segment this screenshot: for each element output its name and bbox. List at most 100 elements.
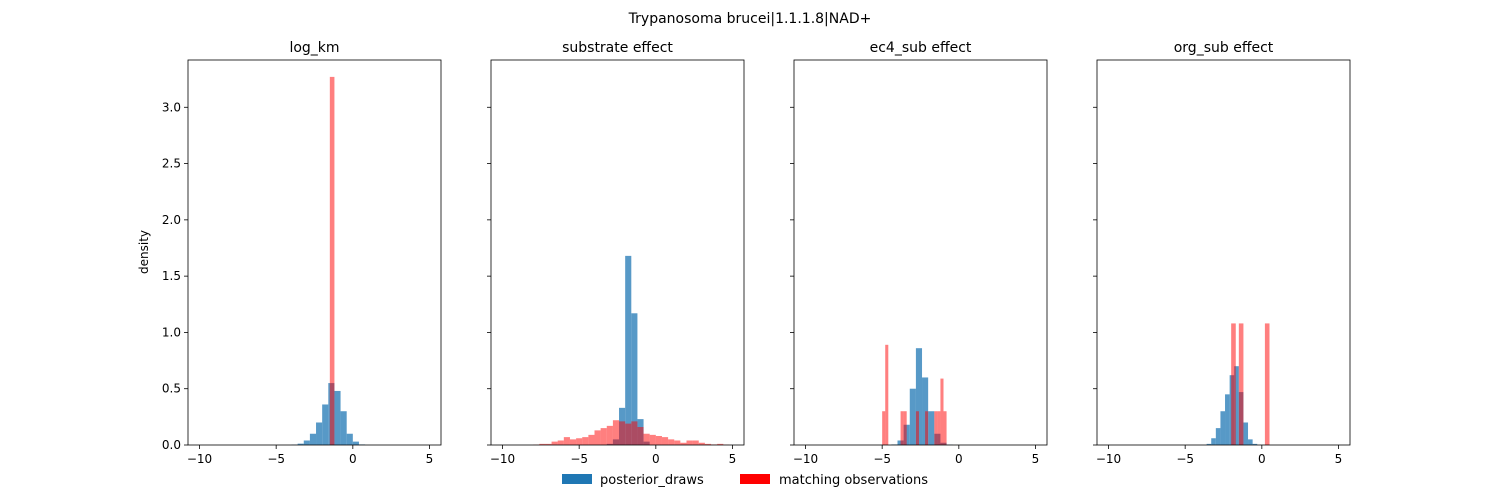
observation-bar-2-24: [680, 442, 687, 445]
posterior-bar-1-10: [352, 441, 359, 445]
observation-bar-2-30: [717, 443, 724, 445]
observation-bar-2-7: [576, 438, 583, 445]
observation-bar-3-8: [940, 378, 944, 445]
posterior-bar-4-10: [1252, 443, 1258, 445]
x-tick-label-3-0: −10: [793, 452, 818, 466]
panel-title-3: ec4_sub effect: [870, 40, 972, 56]
figure-title: Trypanosoma brucei|1.1.1.8|NAD+: [628, 11, 872, 27]
x-tick-label-2-1: −5: [570, 452, 588, 466]
observation-bar-2-25: [686, 440, 693, 445]
observation-bar-2-14: [619, 421, 626, 445]
observation-bar-2-11: [600, 428, 607, 445]
posterior-bar-1-9: [346, 433, 353, 445]
legend: posterior_draws matching observations: [562, 473, 928, 488]
observation-bar-4-2: [1264, 323, 1270, 445]
posterior-bar-1-1: [297, 443, 304, 445]
posterior-bar-3-4: [915, 348, 923, 445]
observation-bar-2-22: [668, 439, 675, 445]
posterior-bar-4-8: [1243, 422, 1249, 445]
x-tick-label-3-1: −5: [873, 452, 891, 466]
posterior-bar-4-0: [1206, 443, 1212, 445]
y-tick-label-5: 2.5: [162, 157, 181, 171]
x-tick-label-2-0: −10: [490, 452, 515, 466]
y-tick-label-1: 0.5: [162, 382, 181, 396]
posterior-bar-4-2: [1215, 428, 1221, 445]
posterior-bar-1-4: [316, 422, 323, 445]
posterior-bar-1-5: [322, 404, 329, 445]
observation-bar-2-28: [704, 443, 712, 445]
observation-bar-2-21: [661, 437, 669, 445]
posterior-bar-2-3: [625, 255, 632, 445]
posterior-bar-1-3: [309, 433, 317, 445]
plot-frame-4: [1096, 59, 1351, 446]
plot-frame-1: [187, 59, 442, 446]
x-tick-label-1-3: 5: [426, 452, 434, 466]
x-tick-label-2-2: 0: [652, 452, 660, 466]
observation-bar-3-7: [937, 411, 941, 445]
observation-bar-2-10: [594, 430, 601, 445]
observation-bar-2-9: [588, 434, 595, 445]
observation-bar-3-6: [934, 411, 938, 445]
observation-bar-2-5: [563, 437, 570, 445]
panel-4: org_sub effect −10 −5 0 5: [1093, 40, 1351, 466]
observation-bar-2-23: [674, 440, 681, 445]
observation-bar-2-8: [582, 437, 589, 445]
panel-3: ec4_sub effect −10 −5 0 5: [790, 40, 1048, 466]
observation-bar-2-15: [625, 423, 632, 445]
observation-bar-2-3: [551, 441, 558, 445]
legend-swatch-observations: [740, 474, 770, 484]
panel-title-1: log_km: [289, 40, 339, 56]
observation-bar-3-1: [885, 344, 889, 445]
observation-bar-3-2: [900, 411, 904, 445]
posterior-bar-1-7: [334, 390, 341, 445]
observation-bar-3-0: [882, 411, 886, 445]
posterior-bar-4-3: [1220, 411, 1226, 445]
observation-bar-2-18: [643, 433, 650, 445]
posterior-bar-3-5: [922, 377, 929, 445]
panel-2: substrate effect −10 −5 0 5: [487, 40, 745, 466]
observation-bar-2-17: [637, 426, 644, 445]
posterior-bar-4-9: [1248, 439, 1253, 445]
x-tick-label-3-3: 5: [1032, 452, 1040, 466]
observation-bar-2-4: [557, 440, 564, 445]
x-tick-label-3-2: 0: [955, 452, 963, 466]
observation-bar-2-1: [539, 443, 546, 445]
legend-label-observations: matching observations: [779, 473, 928, 488]
observation-bar-2-2: [545, 443, 552, 445]
x-tick-label-4-2: 0: [1258, 452, 1266, 466]
observation-bar-3-4: [915, 411, 919, 445]
posterior-bar-3-6: [928, 411, 935, 445]
posterior-bar-1-2: [303, 440, 310, 445]
panel-title-4: org_sub effect: [1174, 40, 1274, 56]
observation-bar-2-13: [612, 420, 620, 445]
y-tick-label-4: 2.0: [162, 213, 181, 227]
legend-swatch-posterior: [562, 474, 592, 484]
y-tick-label-3: 1.5: [162, 269, 181, 283]
posterior-bar-4-6: [1234, 366, 1239, 445]
panel-title-2: substrate effect: [562, 40, 673, 56]
observation-bar-2-16: [631, 421, 638, 445]
plot-frame-2: [490, 59, 745, 446]
observation-bar-2-26: [692, 440, 699, 445]
x-tick-label-4-0: −10: [1096, 452, 1121, 466]
observation-bar-1-0: [329, 76, 335, 445]
posterior-bar-3-3: [909, 388, 916, 445]
x-tick-label-4-1: −5: [1176, 452, 1194, 466]
observation-bar-4-0: [1231, 323, 1236, 445]
posterior-bar-4-4: [1225, 394, 1230, 445]
y-tick-label-6: 3.0: [162, 100, 181, 114]
posterior-bar-1-8: [340, 411, 347, 445]
observation-bar-2-19: [649, 434, 656, 445]
panels: log_km −10 −5 0 5 0.0 0.5 1.0 1.5 2.0 2.5 3.0 substr…: [162, 40, 1351, 466]
observation-bar-3-5: [925, 411, 929, 445]
x-tick-label-4-3: 5: [1335, 452, 1343, 466]
x-tick-label-1-1: −5: [267, 452, 285, 466]
y-tick-label-0: 0.0: [162, 438, 181, 452]
observation-bar-2-12: [606, 425, 613, 445]
observation-bar-4-1: [1238, 323, 1244, 445]
observation-bar-2-6: [569, 439, 577, 445]
plot-frame-3: [793, 59, 1048, 446]
panel-1: log_km −10 −5 0 5 0.0 0.5 1.0 1.5 2.0 2.5 3.0: [162, 40, 442, 466]
y-tick-label-2: 1.0: [162, 325, 181, 339]
